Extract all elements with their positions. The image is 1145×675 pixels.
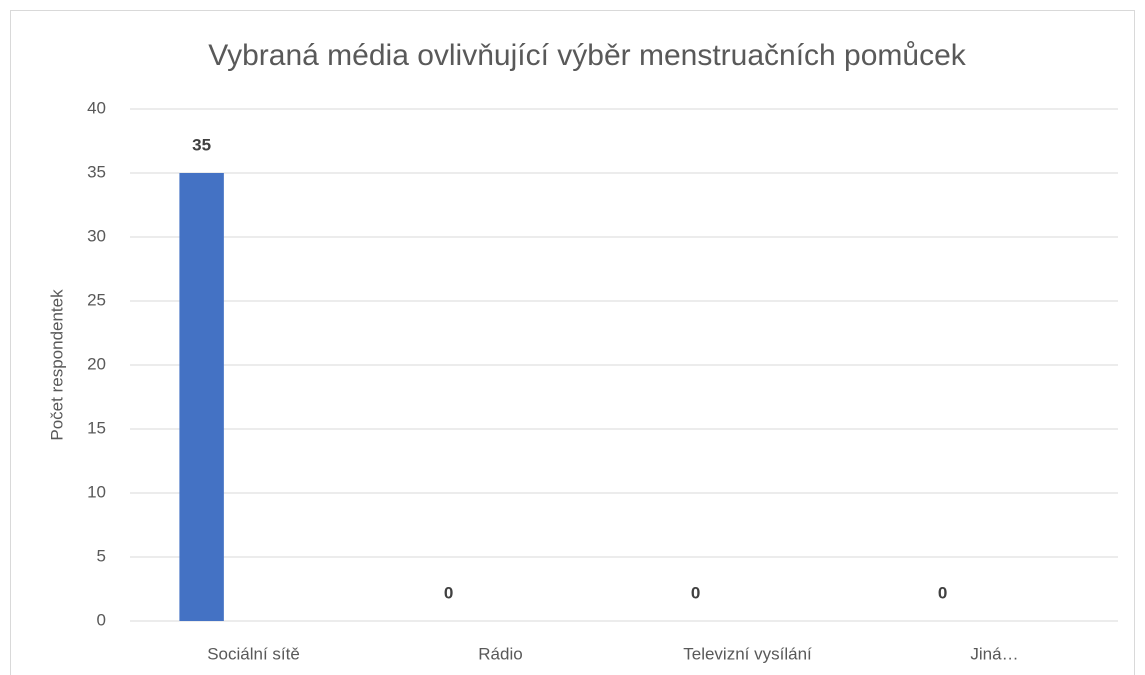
x-tick-label: Sociální sítě: [207, 644, 300, 663]
y-tick-label: 10: [87, 482, 106, 501]
y-tick-label: 15: [87, 418, 106, 437]
data-label: 0: [691, 583, 700, 602]
y-tick-label: 20: [87, 354, 106, 373]
y-tick-label: 25: [87, 290, 106, 309]
chart-title: Vybraná média ovlivňující výběr menstrua…: [208, 39, 967, 72]
y-tick-label: 35: [87, 162, 106, 181]
data-label: 0: [444, 583, 453, 602]
y-tick-label: 0: [97, 610, 106, 629]
x-tick-label: Rádio: [478, 644, 522, 663]
x-tick-label: Televizní vysílání: [683, 644, 812, 663]
x-tick-label: Jiná…: [970, 644, 1018, 663]
data-label: 35: [192, 135, 211, 154]
y-axis-label: Počet respondentek: [47, 289, 66, 441]
data-label: 0: [938, 583, 947, 602]
chart-frame: [10, 10, 1135, 675]
y-tick-label: 40: [87, 98, 106, 117]
y-tick-label: 5: [97, 546, 106, 565]
y-tick-label: 30: [87, 226, 106, 245]
bar: [179, 173, 224, 621]
